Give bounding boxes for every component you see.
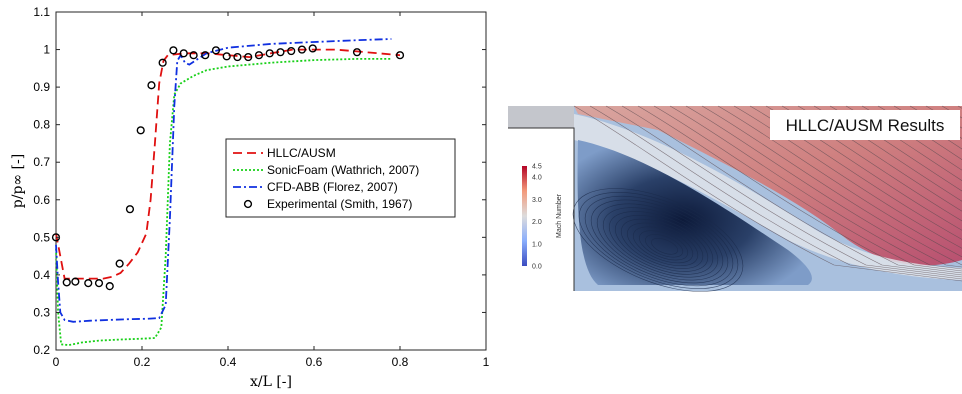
x-tick-label: 0.2 [134, 355, 151, 369]
x-tick-label: 0.4 [220, 355, 237, 369]
experimental-marker [297, 45, 307, 54]
legend-label: CFD-ABB (Florez, 2007) [267, 180, 398, 194]
experimental-marker [158, 58, 167, 67]
ticks-layer [55, 11, 487, 351]
y-tick-label: 0.5 [33, 230, 50, 244]
experimental-marker [71, 277, 80, 286]
x-axis-title: x/L [-] [250, 374, 292, 390]
colorbar-tick-label: 4.0 [532, 175, 542, 182]
colorbar-tick-label: 2.0 [532, 219, 542, 226]
colorbar-ticks: 4.5 4.0 3.0 2.0 1.0 0.0 [532, 164, 542, 271]
colorbar-tick-label: 3.0 [532, 197, 542, 204]
legend-label: HLLC/AUSM [267, 146, 336, 160]
y-axis-title: p/p∞ [-] [10, 154, 26, 208]
cfd-title: HLLC/AUSM Results [786, 116, 945, 135]
shear-layer [574, 114, 962, 280]
x-tick-labels: 0 0.2 0.4 0.6 0.8 1 [53, 355, 490, 369]
colorbar-tick-label: 1.0 [532, 241, 542, 248]
experimental-marker [115, 259, 124, 268]
y-tick-label: 0.6 [33, 193, 50, 207]
legend-swatch [243, 199, 253, 209]
experimental-marker [136, 126, 145, 135]
experimental-marker [201, 51, 210, 60]
y-tick-label: 0.2 [33, 343, 50, 357]
pressure-ratio-chart: 0 0.2 0.4 0.6 0.8 1 0.20.30.40.50.60.70.80.91… [10, 5, 490, 390]
experimental-marker [254, 51, 264, 60]
experimental-marker [125, 205, 135, 214]
experimental-marker [147, 81, 156, 90]
cfd-result-panel: HLLC/AUSM Results 4.5 4.0 3.0 2.0 1.0 0.0 Mac… [508, 100, 962, 296]
experimental-marker [287, 46, 296, 56]
y-tick-label: 0.4 [33, 268, 50, 282]
experimental-marker [84, 279, 93, 288]
experimental-marker [62, 278, 71, 287]
title-box [770, 110, 960, 140]
series-line-0 [55, 48, 401, 280]
cfd-mach-contour-image: HLLC/AUSM Results 4.5 4.0 3.0 2.0 1.0 0.0 Mac… [508, 105, 962, 292]
legend-label: SonicFoam (Wathrich, 2007) [267, 163, 419, 177]
series-layer [51, 38, 405, 347]
x-tick-label: 0 [53, 355, 60, 369]
y-tick-label: 0.3 [33, 305, 50, 319]
experimental-marker [308, 44, 317, 53]
experimental-marker [179, 49, 188, 58]
x-tick-label: 0.8 [392, 355, 409, 369]
colorbar-tick-label: 4.5 [532, 164, 542, 171]
experimental-marker [105, 282, 114, 291]
y-tick-label: 0.7 [33, 155, 50, 169]
vortex-contours [572, 188, 744, 292]
experimental-marker [211, 46, 221, 55]
supersonic-region [574, 106, 962, 266]
experimental-marker [222, 52, 231, 61]
experimental-marker [395, 51, 405, 60]
x-tick-label: 1 [483, 355, 490, 369]
y-tick-label: 1.1 [33, 5, 50, 19]
experimental-marker [94, 279, 104, 288]
x-tick-label: 0.6 [306, 355, 323, 369]
experimental-marker [265, 49, 274, 58]
experimental-marker [352, 48, 362, 57]
colorbar-label: Mach Number [556, 193, 563, 238]
legend-label: Experimental (Smith, 1967) [267, 197, 412, 211]
experimental-marker [189, 51, 198, 60]
experimental-marker [276, 48, 285, 57]
series-line-1 [55, 58, 392, 347]
experimental-marker [169, 46, 178, 55]
colorbar-tick-label: 0.0 [532, 264, 542, 271]
step-wall [508, 127, 575, 291]
chart-legend: HLLC/AUSM SonicFoam (Wathrich, 2007) CFD-A… [225, 138, 456, 218]
experimental-marker [233, 52, 242, 62]
y-tick-label: 1 [43, 43, 50, 57]
colorbar [522, 166, 527, 266]
inlet-region [508, 106, 574, 128]
experimental-marker [244, 52, 253, 62]
y-tick-labels: 0.2 0.3 0.4 0.5 0.6 0.7 0.8 0.9 1 1.1 [33, 5, 50, 357]
y-tick-label: 0.8 [33, 118, 50, 132]
legend-box [225, 138, 456, 218]
series-line-2 [55, 38, 392, 323]
y-tick-label: 0.9 [33, 80, 50, 94]
